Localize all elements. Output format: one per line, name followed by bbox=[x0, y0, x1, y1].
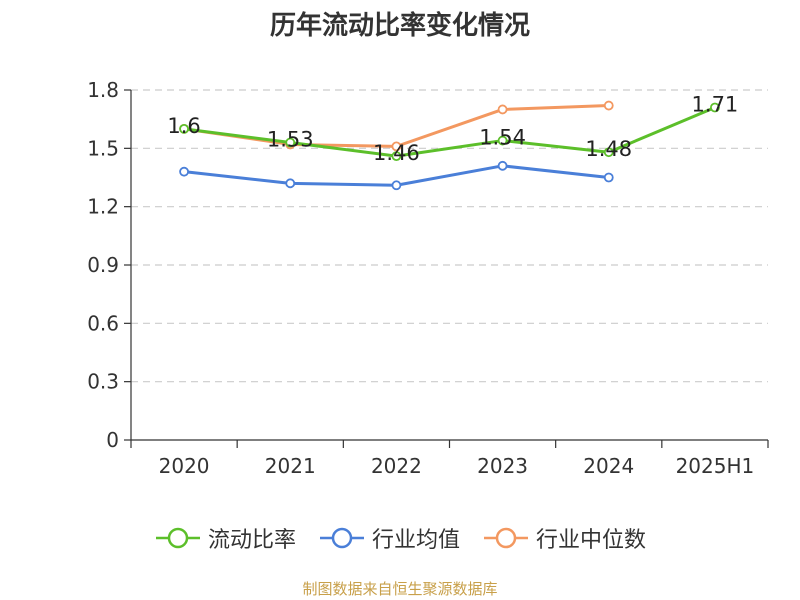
data-point bbox=[285, 178, 296, 189]
series-line bbox=[183, 106, 716, 158]
x-tick-label: 2024 bbox=[583, 454, 634, 478]
y-tick-label: 0.9 bbox=[87, 253, 119, 277]
y-tick-label: 1.2 bbox=[87, 195, 119, 219]
y-tick-label: 1.8 bbox=[87, 78, 119, 102]
data-point bbox=[497, 160, 508, 171]
data-point bbox=[603, 147, 614, 158]
data-point bbox=[179, 123, 189, 134]
data-label: 1.54 bbox=[479, 126, 526, 150]
y-tick-label: 0 bbox=[106, 428, 119, 452]
data-point bbox=[391, 141, 402, 152]
data-point bbox=[603, 100, 614, 111]
source-note: 制图数据来自恒生聚源数据库 bbox=[302, 580, 498, 598]
legend-marker-icon bbox=[155, 527, 200, 549]
series bbox=[179, 100, 720, 191]
legend-label: 流动比率 bbox=[207, 528, 296, 553]
chart-title: 历年流动比率变化情况 bbox=[269, 11, 530, 41]
legend-item-industry-mean[interactable]: 行业均值 bbox=[318, 522, 460, 554]
data-point bbox=[391, 180, 402, 191]
data-point bbox=[497, 104, 508, 115]
y-tick-label: 0.3 bbox=[87, 370, 119, 394]
legend-label: 行业均值 bbox=[371, 528, 460, 553]
legend-item-industry-median[interactable]: 行业中位数 bbox=[482, 522, 646, 554]
legend-marker-icon bbox=[319, 527, 364, 549]
y-tick-label: 1.5 bbox=[87, 136, 119, 160]
legend-item-current-ratio[interactable]: 流动比率 bbox=[154, 522, 296, 554]
data-labels: 1.6 1.53 1.46 1.54 1.48 1.71 bbox=[167, 93, 738, 166]
data-point bbox=[603, 172, 614, 183]
data-point bbox=[285, 137, 296, 148]
legend-label: 行业中位数 bbox=[536, 528, 647, 553]
data-label: 1.71 bbox=[692, 93, 739, 117]
data-point bbox=[497, 135, 508, 146]
x-tick-label: 2023 bbox=[477, 454, 528, 478]
y-tick-label: 0.6 bbox=[87, 311, 119, 335]
data-label: 1.46 bbox=[373, 141, 420, 165]
data-label: 1.6 bbox=[167, 114, 200, 138]
data-label: 1.53 bbox=[267, 128, 314, 152]
axes: 0 0.3 0.6 0.9 1.2 1.5 1.8 2020 2021 2022 2023 2024 2… bbox=[87, 78, 769, 478]
data-point bbox=[710, 102, 720, 113]
x-tick-label: 2020 bbox=[159, 454, 210, 478]
legend: 流动比率 行业均值 行业中位数 bbox=[0, 522, 800, 554]
x-tick-label: 2021 bbox=[265, 454, 316, 478]
data-point bbox=[391, 151, 402, 162]
data-label: 1.48 bbox=[585, 137, 632, 161]
legend-marker-icon bbox=[484, 527, 528, 549]
x-tick-label: 2025H1 bbox=[676, 454, 755, 478]
x-tick-label: 2022 bbox=[371, 454, 422, 478]
data-point bbox=[179, 166, 189, 177]
